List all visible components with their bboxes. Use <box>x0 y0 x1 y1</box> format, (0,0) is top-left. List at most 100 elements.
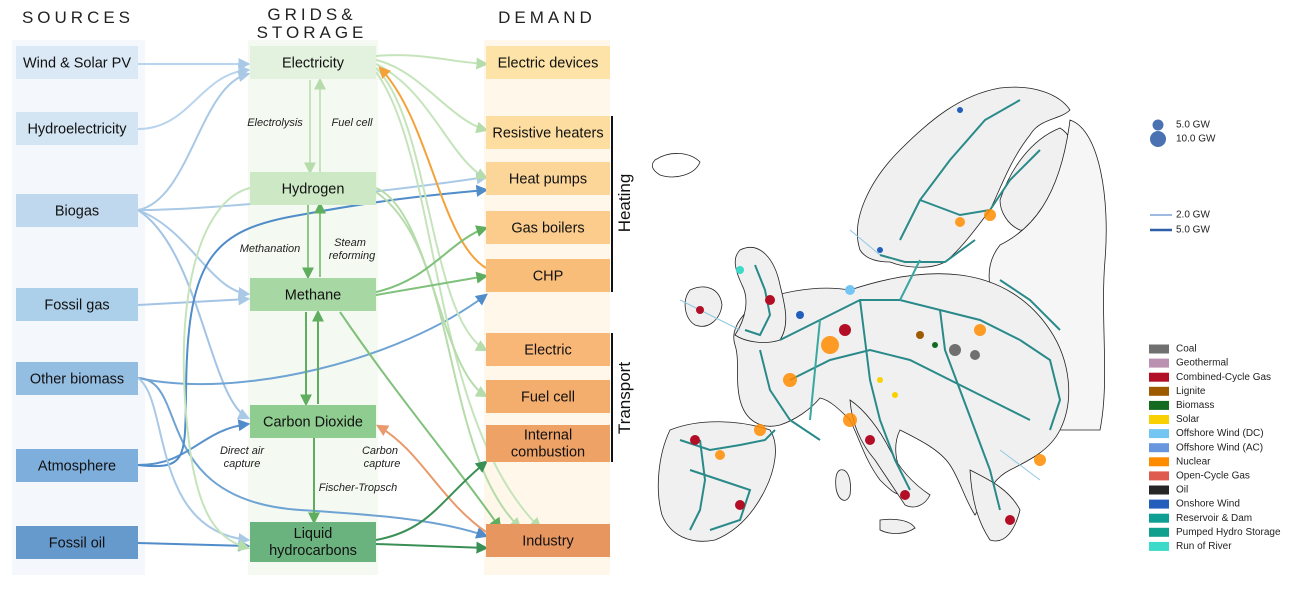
gen-nuclear <box>955 217 965 227</box>
size-legend-5gw-label: 5.0 GW <box>1176 120 1210 131</box>
line-main-3 <box>759 349 821 441</box>
size-legend-10gw-label: 10.0 GW <box>1176 134 1216 145</box>
land-ireland <box>684 286 723 327</box>
line-scan-3 <box>879 239 976 263</box>
carrier-label: Offshore Wind (DC) <box>1176 428 1264 439</box>
grid-node-label: Electricity <box>282 55 345 71</box>
carrier-swatch <box>1149 485 1169 495</box>
grid-node-box <box>250 522 376 562</box>
source-node-label: Fossil oil <box>49 535 105 551</box>
flow-biogas-electricity <box>137 70 251 211</box>
demand-node-box <box>486 162 610 195</box>
flow-liquid-internal <box>375 460 488 541</box>
demand-node: Electric <box>486 333 610 366</box>
land-masses <box>651 86 1107 542</box>
process-electrolysis: Electrolysis <box>247 117 303 129</box>
grid-node: Hydrogen <box>250 172 376 205</box>
flow-atmosphere-co2 <box>137 419 251 466</box>
carrier-label: Combined-Cycle Gas <box>1176 372 1271 383</box>
demand-node-label: Gas boilers <box>511 220 584 236</box>
flow-hydro-electricity <box>137 64 251 130</box>
flow-atmosphere-heatpumps <box>137 184 489 468</box>
flow-biogas-methane <box>137 209 251 299</box>
carrier-label: Coal <box>1176 344 1197 355</box>
grid-node-label: Hydrogen <box>282 181 345 197</box>
size-legend-5gw <box>1152 119 1164 131</box>
grid-node-box <box>250 278 376 311</box>
grid-node: Carbon Dioxide <box>250 405 376 438</box>
source-node-label: Other biomass <box>30 371 124 387</box>
source-node-label: Biogas <box>55 203 99 219</box>
line-iberia-2 <box>689 469 752 531</box>
flow-liquid-industry <box>375 541 489 554</box>
gen-coal <box>970 350 980 360</box>
demand-node-label: Electric <box>524 342 572 358</box>
demand-node-label: CHP <box>533 268 564 284</box>
source-node-label: Wind & Solar PV <box>23 55 131 71</box>
line-main-2 <box>789 348 1031 421</box>
gen-lignite <box>916 331 924 339</box>
carrier-swatch <box>1149 471 1169 481</box>
gen-onshore <box>877 247 883 253</box>
flow-electricity-industry <box>375 71 542 530</box>
gen-ccgt <box>690 435 700 445</box>
carrier-legend: Coal Geothermal Combined-Cycle Gas Lignite B… <box>1149 344 1281 552</box>
grid-node-label-line2: hydrocarbons <box>269 543 357 559</box>
grid-node-label: Carbon Dioxide <box>263 414 363 430</box>
gen-nuclear <box>715 450 725 460</box>
flow-otherbiomass-industry <box>137 377 489 539</box>
land-sardinia <box>835 469 851 501</box>
process-fuel-cell: Fuel cell <box>332 117 374 129</box>
land-sicily <box>879 518 916 534</box>
carrier-label: Open-Cycle Gas <box>1176 471 1250 482</box>
demand-node: Gas boilers <box>486 211 610 244</box>
line-legend-5gw-label: 5.0 GW <box>1176 225 1210 236</box>
gen-solar <box>892 392 898 398</box>
demand-node-box <box>486 524 610 557</box>
header-demand: DEMAND <box>498 8 596 27</box>
gen-ccgt <box>1005 515 1015 525</box>
process-dac-capture: capture <box>224 458 261 470</box>
land-italy <box>849 399 931 508</box>
source-node-box <box>16 362 138 395</box>
thin-links <box>679 229 1041 481</box>
carrier-label: Run of River <box>1176 541 1232 552</box>
demand-node: Electric devices <box>486 46 610 79</box>
flow-electricity-electric <box>375 67 489 352</box>
carrier-swatch <box>1149 358 1169 368</box>
size-legend-10gw <box>1150 131 1166 147</box>
gen-nuclear <box>843 413 857 427</box>
flow-methane-industry <box>339 311 502 530</box>
line-east-1 <box>1019 339 1062 431</box>
gen-onshore <box>796 311 804 319</box>
carrier-label: Reservoir & Dam <box>1176 513 1252 524</box>
carrier-swatch <box>1149 541 1169 551</box>
grid-node-box <box>250 46 376 79</box>
flow-hydrogen-industry <box>375 191 522 530</box>
carrier-label: Geothermal <box>1176 358 1228 369</box>
gen-biomass <box>932 342 938 348</box>
grid-node-label: Methane <box>285 287 341 303</box>
carrier-label: Onshore Wind <box>1176 499 1240 510</box>
process-fischer-tropsch: Fischer-Tropsch <box>319 482 397 494</box>
carrier-label: Pumped Hydro Storage <box>1176 527 1281 538</box>
source-node-label: Hydroelectricity <box>27 121 127 137</box>
flow-biogas-co2 <box>137 209 251 420</box>
carrier-swatch <box>1149 415 1169 424</box>
europe-network-map: 5.0 GW 10.0 GW 2.0 GW 5.0 GW Coal Geother… <box>651 86 1281 552</box>
process-methanation: Methanation <box>240 243 301 255</box>
source-node: Biogas <box>16 194 138 227</box>
grid-node: Methane <box>250 278 376 311</box>
process-carbon: Carbon <box>362 445 398 457</box>
gen-solar <box>877 377 883 383</box>
grid-node-box <box>250 405 376 438</box>
line-east-2 <box>999 279 1061 331</box>
process-steam: Steam <box>334 237 366 249</box>
process-direct-air: Direct air <box>220 445 265 457</box>
demand-node-label: Resistive heaters <box>492 125 603 141</box>
source-node: Wind & Solar PV <box>16 46 138 79</box>
flow-electricity-resistive <box>375 59 489 134</box>
source-node-box <box>16 526 138 559</box>
